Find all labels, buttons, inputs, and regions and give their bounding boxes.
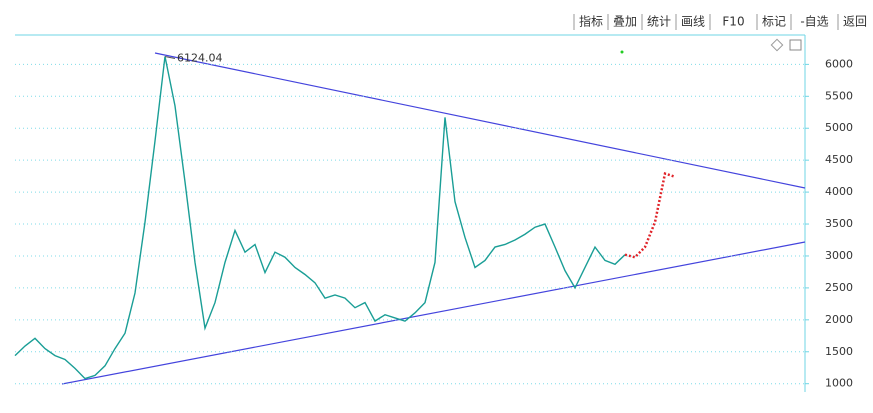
y-tick-label: 1500 [825,345,853,358]
y-tick-label: 6000 [825,57,853,70]
y-tick-label: 1000 [825,377,853,390]
y-tick-label: 2000 [825,313,853,326]
peak-annotation: 6124.04 [177,51,223,64]
icon-panel [789,39,802,51]
toolbar-button[interactable]: 画线 [681,15,705,29]
toolbar-button[interactable]: F10 [722,15,744,29]
peak-pointer [164,55,176,59]
trend-line-lower [61,241,806,385]
dot [620,50,624,54]
toolbar-button[interactable]: 指标 [579,14,603,29]
toolbar-button[interactable]: 统计 [647,15,671,29]
price-line [624,171,676,259]
y-tick-label: 3500 [825,217,853,230]
icon-diamond [770,38,784,52]
trend-line-upper [154,52,806,189]
toolbar-button[interactable]: 返回 [843,15,867,29]
y-tick-label: 4000 [825,185,853,198]
y-tick-label: 5500 [825,89,853,102]
y-tick-label: 4500 [825,153,853,166]
y-tick-label: 5000 [825,121,853,134]
y-tick-label: 2500 [825,281,853,294]
toolbar-button[interactable]: -自选 [800,15,828,29]
y-tick-label: 3000 [825,249,853,262]
price-line [14,56,626,380]
toolbar-button[interactable]: 叠加 [613,15,637,29]
toolbar-button[interactable]: 标记 [762,15,786,29]
